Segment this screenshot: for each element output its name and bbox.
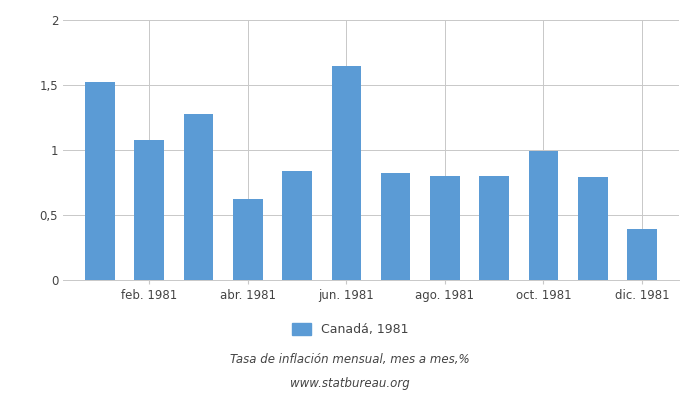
- Legend: Canadá, 1981: Canadá, 1981: [287, 318, 413, 341]
- Bar: [480, 176, 509, 280]
- Text: www.statbureau.org: www.statbureau.org: [290, 378, 410, 390]
- Bar: [134, 140, 164, 280]
- Bar: [578, 177, 608, 280]
- Text: Tasa de inflación mensual, mes a mes,%: Tasa de inflación mensual, mes a mes,%: [230, 354, 470, 366]
- Bar: [627, 229, 657, 280]
- Bar: [528, 151, 559, 280]
- Bar: [282, 171, 312, 280]
- Bar: [85, 82, 115, 280]
- Bar: [430, 176, 460, 280]
- Bar: [381, 174, 410, 280]
- Bar: [233, 200, 262, 280]
- Bar: [332, 66, 361, 280]
- Bar: [183, 114, 214, 280]
